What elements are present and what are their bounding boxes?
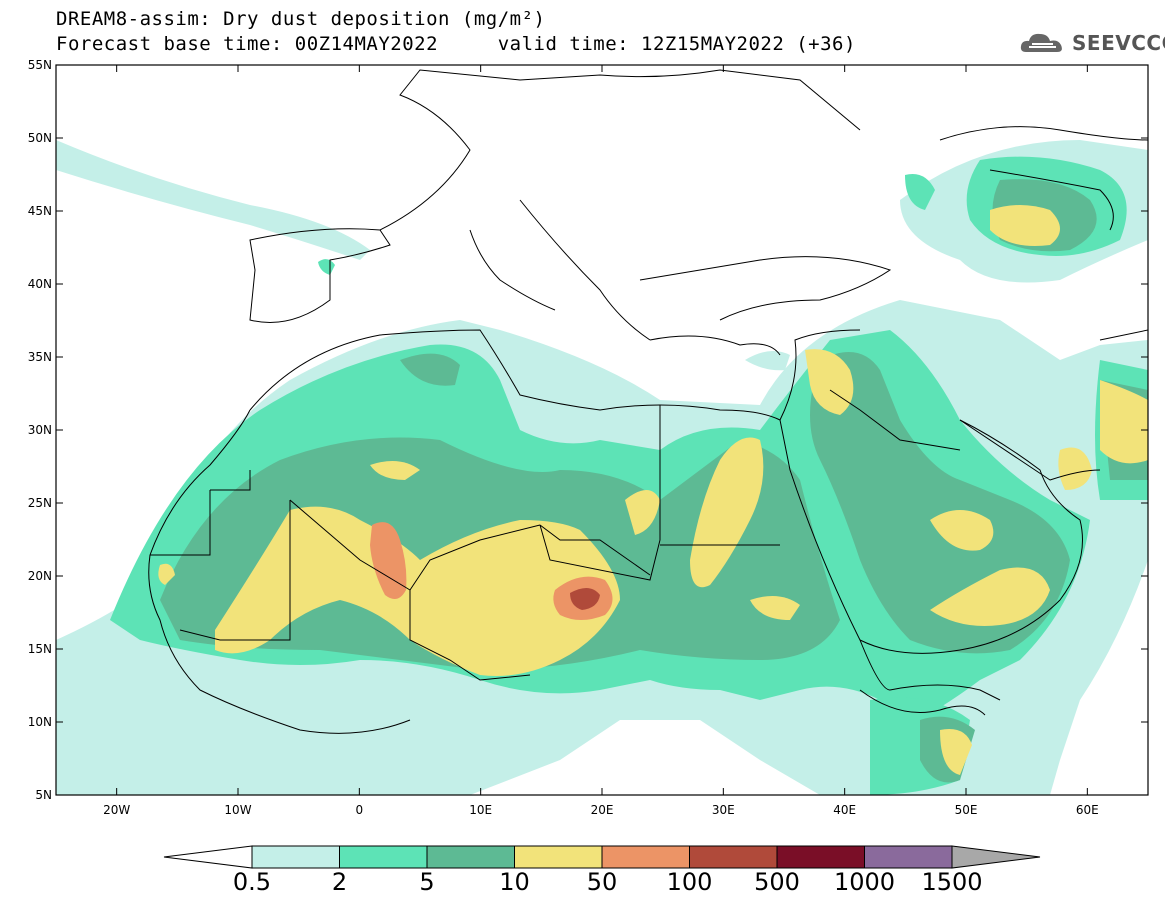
lon-tick-label: 60E <box>1076 803 1099 817</box>
lon-tick-label: 0 <box>356 803 364 817</box>
color-legend: 0.5 2 5 10 50 100 500 1000 1500 <box>163 845 1041 896</box>
lat-tick-label: 25N <box>28 496 52 510</box>
legend-label: 100 <box>667 868 713 896</box>
legend-label: 0.5 <box>233 868 271 896</box>
legend-color-box <box>864 845 953 869</box>
lat-tick-label: 5N <box>35 788 52 802</box>
legend-label: 50 <box>587 868 618 896</box>
seevccc-logo: SEEVCCC <box>1018 28 1165 58</box>
legend-over-arrow <box>951 845 1041 869</box>
legend-color-box <box>514 845 603 869</box>
contour-band-10 <box>158 205 1148 775</box>
lon-tick-label: 40E <box>833 803 856 817</box>
deposition-field <box>56 65 1148 795</box>
lat-tick-label: 30N <box>28 423 52 437</box>
latitude-axis: 55N 50N 45N 40N 35N 30N 25N 20N 15N 10N 5N <box>28 58 1148 802</box>
map-title: DREAM8-assim: Dry dust deposition (mg/m²… <box>56 8 546 30</box>
lon-tick-label: 10E <box>469 803 492 817</box>
lat-tick-label: 20N <box>28 569 52 583</box>
legend-under-arrow <box>163 845 253 869</box>
legend-label: 1000 <box>834 868 895 896</box>
cloud-icon <box>1020 33 1062 52</box>
lon-tick-label: 20E <box>591 803 614 817</box>
legend-color-box <box>776 845 865 869</box>
lon-tick-label: 10W <box>224 803 251 817</box>
legend-label: 2 <box>332 868 347 896</box>
longitude-axis: 20W 10W 0 10E 20E 30E 40E 50E 60E <box>103 65 1099 817</box>
lon-tick-label: 30E <box>712 803 735 817</box>
legend-label: 5 <box>419 868 434 896</box>
coastlines-borders <box>148 69 1148 734</box>
contour-band-100 <box>570 587 600 610</box>
legend-label: 1500 <box>921 868 982 896</box>
legend-color-box <box>601 845 690 869</box>
lon-tick-label: 50E <box>955 803 978 817</box>
legend-color-box <box>689 845 778 869</box>
forecast-time-subtitle: Forecast base time: 00Z14MAY2022 valid t… <box>56 33 856 55</box>
legend-color-box <box>251 845 340 869</box>
lat-tick-label: 35N <box>28 350 52 364</box>
legend-color-box <box>426 845 515 869</box>
logo-text: SEEVCCC <box>1072 31 1165 55</box>
lon-tick-label: 20W <box>103 803 130 817</box>
lat-tick-label: 40N <box>28 277 52 291</box>
lat-tick-label: 15N <box>28 642 52 656</box>
lat-tick-label: 55N <box>28 58 52 72</box>
lat-tick-label: 50N <box>28 131 52 145</box>
lat-tick-label: 45N <box>28 204 52 218</box>
lat-tick-label: 10N <box>28 715 52 729</box>
legend-color-box <box>339 845 428 869</box>
legend-label: 10 <box>499 868 530 896</box>
legend-label: 500 <box>754 868 800 896</box>
